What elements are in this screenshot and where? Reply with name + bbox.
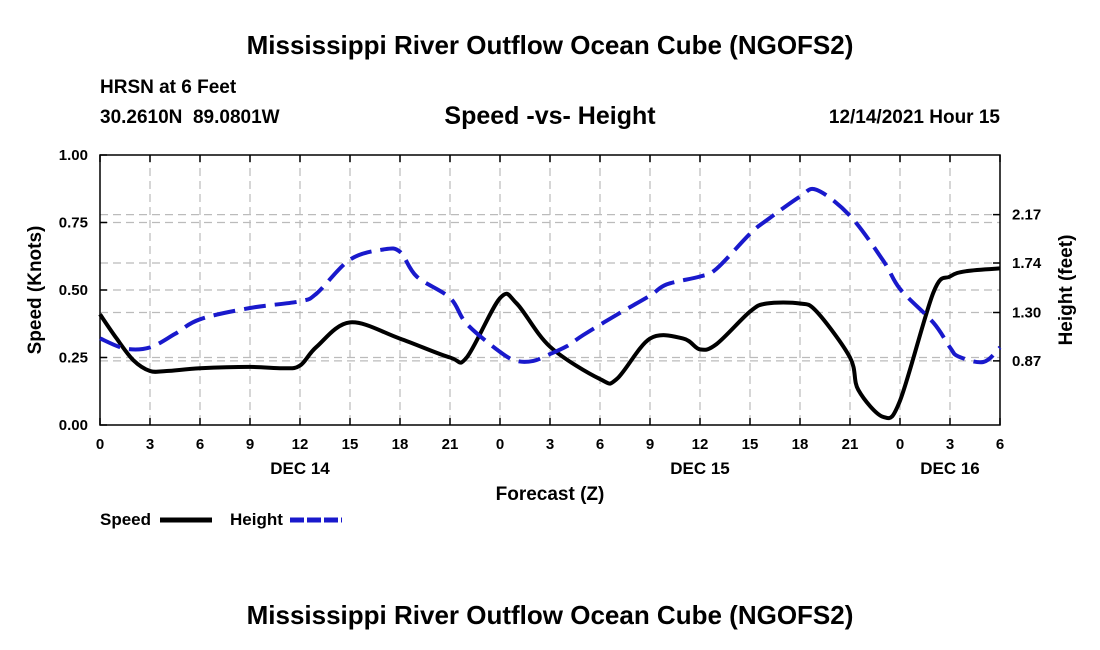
x-tick-label: 3	[946, 436, 954, 453]
y-tick-label: 0.25	[59, 350, 88, 367]
x-tick-label: 3	[146, 436, 154, 453]
x-tick-label: 6	[996, 436, 1004, 453]
legend-height-label: Height	[230, 510, 283, 529]
y-tick-label: 1.00	[59, 147, 88, 164]
x-tick-label: 15	[742, 436, 759, 453]
footer-title: Mississippi River Outflow Ocean Cube (NG…	[246, 600, 854, 630]
x-day-label: DEC 15	[670, 459, 730, 478]
x-tick-label: 0	[496, 436, 504, 453]
y-tick-label: 0.50	[59, 282, 88, 299]
x-tick-label: 21	[442, 436, 459, 453]
page-title: Mississippi River Outflow Ocean Cube (NG…	[246, 30, 854, 60]
y2-tick-label: 2.17	[1012, 207, 1041, 224]
height-series-line	[99, 186, 1002, 365]
x-tick-label: 6	[596, 436, 604, 453]
y2-axis-label: Height (feet)	[1056, 235, 1077, 346]
y-tick-label: 0.00	[59, 417, 88, 434]
legend-speed-label: Speed	[100, 510, 151, 529]
x-tick-label: 15	[342, 436, 359, 453]
station-coordinates: 30.2610N 89.0801W	[100, 107, 280, 128]
x-tick-label: 21	[842, 436, 859, 453]
y2-tick-label: 0.87	[1012, 353, 1041, 370]
x-day-label: DEC 14	[270, 459, 330, 478]
y-axis-label: Speed (Knots)	[25, 226, 46, 355]
x-tick-label: 18	[392, 436, 409, 453]
x-tick-label: 12	[292, 436, 309, 453]
x-tick-label: 3	[546, 436, 554, 453]
chart-axes: 0 3 6 9 12 15 18 21 0 3 6 9 12 15 18 21 0 3 6 DEC 14 DEC 15 D…	[59, 147, 1042, 478]
forecast-datetime: 12/14/2021 Hour 15	[828, 107, 1000, 128]
x-tick-label: 9	[646, 436, 654, 453]
y2-tick-label: 1.74	[1012, 255, 1042, 272]
x-day-label: DEC 16	[920, 459, 980, 478]
x-tick-label: 0	[96, 436, 104, 453]
x-tick-label: 12	[692, 436, 709, 453]
chart-legend: Speed Height	[100, 510, 342, 529]
station-label: HRSN at 6 Feet	[100, 77, 237, 98]
x-tick-label: 9	[246, 436, 254, 453]
x-tick-label: 0	[896, 436, 904, 453]
y-tick-label: 0.75	[59, 215, 88, 232]
chart-title: Speed -vs- Height	[444, 102, 656, 130]
x-tick-label: 6	[196, 436, 204, 453]
y2-tick-label: 1.30	[1012, 305, 1041, 322]
x-axis-label: Forecast (Z)	[496, 484, 605, 505]
chart-grid	[100, 155, 1000, 425]
speed-series-line	[98, 266, 1001, 421]
x-tick-label: 18	[792, 436, 809, 453]
